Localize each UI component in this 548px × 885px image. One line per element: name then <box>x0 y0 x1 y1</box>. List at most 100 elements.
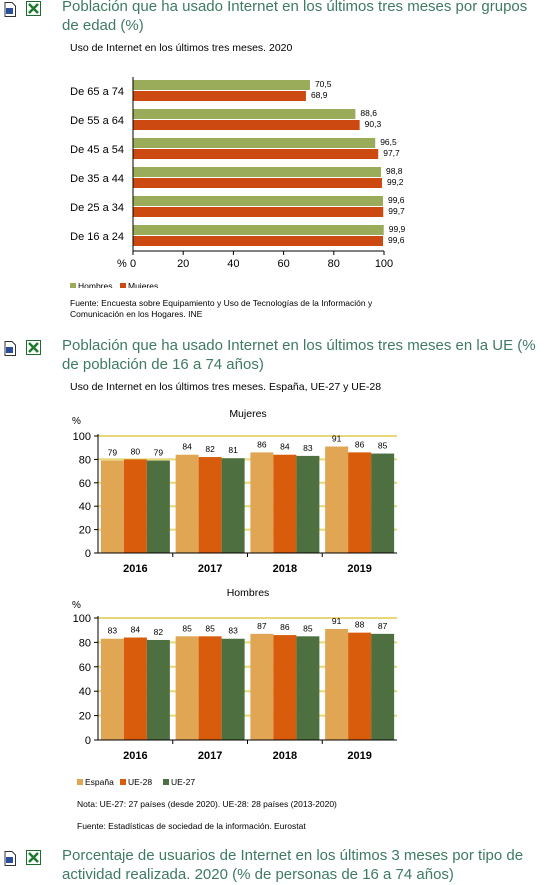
x-tick-label: 80 <box>328 258 340 270</box>
data-label: 70,5 <box>315 79 332 89</box>
bar-ue-28 <box>348 632 372 740</box>
bar-ue-27 <box>146 460 170 553</box>
y-axis-unit: % <box>72 600 81 611</box>
y-tick-label: 40 <box>79 686 91 698</box>
category-label: De 45 a 54 <box>70 144 124 156</box>
data-label: 86 <box>257 439 267 449</box>
y-tick-label: 100 <box>73 613 91 625</box>
data-label: 81 <box>228 445 238 455</box>
bar-ue-28 <box>198 457 222 553</box>
data-label: 90,3 <box>365 119 382 129</box>
section-title-2[interactable]: Población que ha usado Internet en los ú… <box>62 337 536 373</box>
data-label: 84 <box>182 442 192 452</box>
section-title-1[interactable]: Población que ha usado Internet en los ú… <box>62 0 528 34</box>
data-label: 83 <box>228 626 238 636</box>
data-label: 98,8 <box>386 166 403 176</box>
x-tick-label: 60 <box>277 258 289 270</box>
y-tick-label: 60 <box>79 478 91 490</box>
category-label: 2017 <box>198 750 222 762</box>
bar-ue-28 <box>198 636 222 740</box>
data-label: 86 <box>280 622 290 632</box>
data-label: 88 <box>355 620 365 630</box>
bar-ue-27 <box>371 453 395 553</box>
bar-ue-27 <box>221 638 245 740</box>
data-label: 68,9 <box>311 90 328 100</box>
chart2-subtitle: Uso de Internet en los últimos tres mese… <box>70 381 382 393</box>
y-tick-label: 80 <box>79 637 91 649</box>
data-label: 82 <box>205 444 215 454</box>
data-label: 91 <box>332 434 342 444</box>
bar-mujeres <box>133 236 383 246</box>
x-tick-label: 0 <box>130 258 136 270</box>
y-tick-label: 20 <box>79 525 91 537</box>
document-icon[interactable] <box>4 341 16 356</box>
bar-ue-27 <box>296 636 320 740</box>
data-label: 79 <box>108 448 118 458</box>
bar-espa-a <box>100 638 124 740</box>
y-tick-label: 60 <box>79 662 91 674</box>
excel-icon[interactable] <box>26 1 41 16</box>
legend-label: UE-28 <box>128 777 152 787</box>
bar-ue-28 <box>123 459 147 553</box>
y-tick-label: 0 <box>85 735 91 747</box>
legend-swatch <box>120 779 126 785</box>
bar-ue-28 <box>348 452 372 553</box>
x-axis-unit: % <box>117 258 127 270</box>
category-label: De 35 a 44 <box>70 173 124 185</box>
bar-mujeres <box>133 120 360 130</box>
category-label: 2016 <box>123 750 147 762</box>
chart1-source: Fuente: Encuesta sobre Equipamiento y Us… <box>70 298 373 319</box>
chart2-note: Nota: UE-27: 27 países (desde 2020). UE-… <box>77 799 337 809</box>
category-label: 2019 <box>347 563 371 575</box>
data-label: 91 <box>332 616 342 626</box>
data-label: 87 <box>257 621 267 631</box>
excel-icon[interactable] <box>26 850 41 865</box>
data-label: 88,6 <box>360 108 377 118</box>
bar-hombres <box>133 109 356 119</box>
legend-label: UE-27 <box>171 777 195 787</box>
bar-espa-a <box>325 628 349 740</box>
legend-label: Mujeres <box>128 281 158 288</box>
bar-mujeres <box>133 91 306 101</box>
bar-espa-a <box>100 460 124 553</box>
bar-hombres <box>133 225 384 235</box>
category-label: De 25 a 34 <box>70 202 124 214</box>
y-tick-label: 100 <box>73 431 91 443</box>
data-label: 79 <box>154 448 164 458</box>
document-icon[interactable] <box>4 851 16 866</box>
legend-swatch <box>77 779 83 785</box>
data-label: 87 <box>378 621 388 631</box>
data-label: 97,7 <box>383 148 400 158</box>
bar-ue-27 <box>296 455 320 553</box>
data-label: 99,6 <box>388 195 405 205</box>
bar-hombres <box>133 138 376 148</box>
document-icon[interactable] <box>4 2 16 17</box>
panel-title: Hombres <box>227 587 270 599</box>
data-label: 82 <box>154 627 164 637</box>
chart1-subtitle: Uso de Internet en los últimos tres mese… <box>70 42 293 54</box>
bar-ue-27 <box>221 458 245 553</box>
category-label: 2018 <box>273 563 297 575</box>
panel-title: Mujeres <box>229 408 266 420</box>
data-label: 86 <box>355 439 365 449</box>
category-label: 2018 <box>273 750 297 762</box>
category-label: De 65 a 74 <box>70 86 124 98</box>
age-group-bar-chart: 0 20 40 60 80 100% De 65 a 74 70,568,9 De 55 a 6… <box>70 77 406 288</box>
data-label: 99,7 <box>388 206 405 216</box>
category-label: 2017 <box>198 563 222 575</box>
y-tick-label: 80 <box>79 454 91 466</box>
y-tick-label: 40 <box>79 501 91 513</box>
legend-label: España <box>85 777 114 787</box>
category-label: 2019 <box>347 750 371 762</box>
excel-icon[interactable] <box>26 340 41 355</box>
data-label: 80 <box>131 446 141 456</box>
data-label: 99,2 <box>387 177 404 187</box>
eu-comparison-chart: Mujeres% 0 20 40 60 80 100 79 80 79 2016 84 82 81 2017… <box>72 408 397 787</box>
bar-espa-a <box>250 452 274 553</box>
bar-espa-a <box>250 633 274 740</box>
data-label: 85 <box>378 441 388 451</box>
bar-ue-28 <box>273 454 297 553</box>
category-label: 2016 <box>123 563 147 575</box>
section-title-3[interactable]: Porcentaje de usuarios de Internet en lo… <box>62 847 524 883</box>
y-axis-unit: % <box>72 416 81 427</box>
